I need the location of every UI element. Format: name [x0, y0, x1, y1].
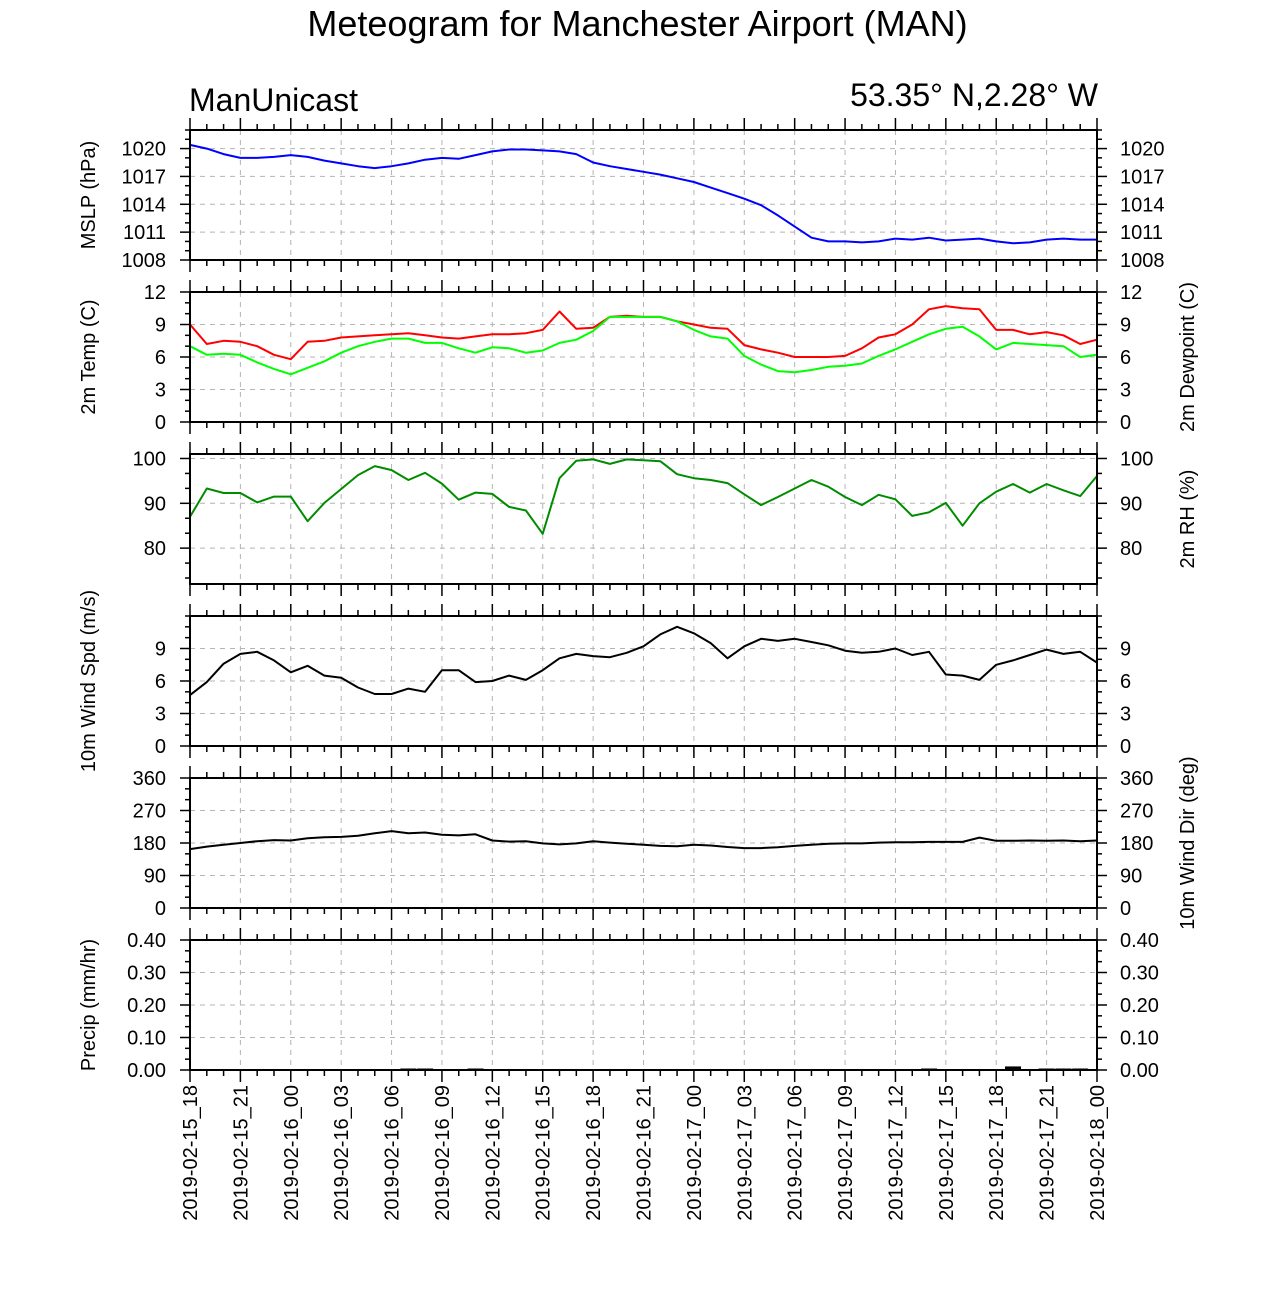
y-axis-label: Precip (mm/hr) [78, 939, 100, 1071]
y-tick-label: 360 [1120, 768, 1153, 790]
y-tick-label: 1020 [1120, 139, 1165, 161]
x-tick-label: 2019-02-16_06 [382, 1085, 404, 1221]
y-tick-label: 3 [1120, 380, 1131, 402]
y-axis-label: 2m RH (%) [1177, 470, 1199, 569]
panel-frame [189, 129, 1098, 261]
y-tick-label: 0.30 [127, 963, 166, 985]
rh-line [189, 458, 1098, 535]
y-tick-label: 0 [1120, 898, 1131, 920]
y-tick-label: 3 [155, 704, 166, 726]
panel-frame [189, 291, 1098, 423]
x-tick-label: 2019-02-16_00 [281, 1085, 303, 1221]
y-tick-label: 90 [1120, 493, 1142, 515]
y-tick-label: 1011 [1120, 222, 1163, 244]
x-tick-label: 2019-02-17_18 [986, 1085, 1008, 1221]
x-tick-label: 2019-02-18_00 [1087, 1085, 1109, 1221]
y-tick-label: 0.20 [127, 995, 166, 1017]
y-axis-label: 10m Wind Spd (m/s) [78, 590, 100, 772]
y-tick-label: 6 [155, 347, 166, 369]
y-tick-label: 0.40 [127, 930, 166, 952]
y-axis-label: 2m Temp (C) [78, 299, 100, 414]
x-tick-label: 2019-02-16_12 [482, 1085, 504, 1221]
y-tick-label: 180 [1120, 833, 1153, 855]
panel-frame [189, 453, 1098, 585]
precip-bar [1005, 1066, 1022, 1070]
model-name: ManUnicast [189, 82, 358, 118]
x-tick-label: 2019-02-17_09 [835, 1085, 857, 1221]
y-tick-label: 90 [1120, 866, 1142, 888]
y-tick-label: 12 [1120, 282, 1142, 304]
y-tick-label: 90 [144, 866, 166, 888]
y-tick-label: 1017 [122, 166, 167, 188]
y-tick-label: 9 [155, 315, 166, 337]
y-tick-label: 1008 [122, 250, 167, 272]
wind-line [189, 830, 1098, 851]
x-tick-label: 2019-02-16_09 [432, 1085, 454, 1221]
y-tick-label: 6 [1120, 347, 1131, 369]
x-tick-label: 2019-02-17_03 [734, 1085, 756, 1221]
x-tick-label: 2019-02-16_15 [533, 1085, 555, 1221]
panel-frame [189, 615, 1098, 747]
y-tick-label: 0 [1120, 412, 1131, 434]
dewpoint-line [189, 315, 1098, 376]
y-tick-label: 6 [1120, 671, 1131, 693]
y-tick-label: 80 [1120, 538, 1142, 560]
x-tick-label: 2019-02-17_15 [936, 1085, 958, 1221]
y-axis-label: MSLP (hPa) [78, 141, 100, 250]
y-tick-label: 0.10 [127, 1028, 166, 1050]
y-tick-label: 100 [133, 448, 166, 470]
x-tick-label: 2019-02-17_00 [684, 1085, 706, 1221]
mslp-line [189, 143, 1097, 245]
y-tick-label: 9 [1120, 315, 1131, 337]
y-tick-label: 3 [1120, 704, 1131, 726]
y-tick-label: 0 [155, 412, 166, 434]
y-tick-label: 1017 [1120, 166, 1165, 188]
x-tick-label: 2019-02-15_18 [180, 1085, 202, 1221]
y-tick-label: 1014 [122, 194, 167, 216]
x-tick-label: 2019-02-16_21 [634, 1085, 656, 1221]
y-tick-label: 0.00 [1120, 1060, 1159, 1082]
y-axis-label: 10m Wind Dir (deg) [1177, 756, 1199, 929]
panel-frame [189, 939, 1098, 1071]
x-tick-label: 2019-02-16_03 [331, 1085, 353, 1221]
y-tick-label: 0 [1120, 736, 1131, 758]
y-tick-label: 0 [155, 736, 166, 758]
y-tick-label: 360 [133, 768, 166, 790]
x-tick-label: 2019-02-17_21 [1037, 1085, 1059, 1221]
y-tick-label: 9 [155, 639, 166, 661]
x-tick-label: 2019-02-15_21 [230, 1085, 252, 1221]
x-tick-label: 2019-02-16_18 [583, 1085, 605, 1221]
y-tick-label: 1011 [123, 222, 166, 244]
y-tick-label: 0.40 [1120, 930, 1159, 952]
station-coordinates: 53.35° N,2.28° W [850, 77, 1098, 113]
y-tick-label: 0.00 [127, 1060, 166, 1082]
y-tick-label: 180 [133, 833, 166, 855]
y-tick-label: 9 [1120, 639, 1131, 661]
y-tick-label: 6 [155, 671, 166, 693]
y-tick-label: 90 [144, 493, 166, 515]
y-tick-label: 270 [133, 801, 166, 823]
wind-line [189, 625, 1098, 696]
y-tick-label: 0.20 [1120, 995, 1159, 1017]
x-tick-label: 2019-02-17_06 [785, 1085, 807, 1221]
y-tick-label: 80 [144, 538, 166, 560]
y-tick-label: 270 [1120, 801, 1153, 823]
x-tick-label: 2019-02-17_12 [885, 1085, 907, 1221]
y-tick-label: 0.10 [1120, 1028, 1159, 1050]
y-tick-label: 1014 [1120, 194, 1165, 216]
y-tick-label: 12 [144, 282, 166, 304]
y-tick-label: 0.30 [1120, 963, 1159, 985]
y-axis-label: 2m Dewpoint (C) [1177, 282, 1199, 432]
panel-frame [189, 777, 1098, 909]
y-tick-label: 1008 [1120, 250, 1165, 272]
y-tick-label: 1020 [122, 139, 167, 161]
y-tick-label: 0 [155, 898, 166, 920]
y-tick-label: 3 [155, 380, 166, 402]
chart-title: Meteogram for Manchester Airport (MAN) [307, 3, 968, 44]
y-tick-label: 100 [1120, 448, 1153, 470]
